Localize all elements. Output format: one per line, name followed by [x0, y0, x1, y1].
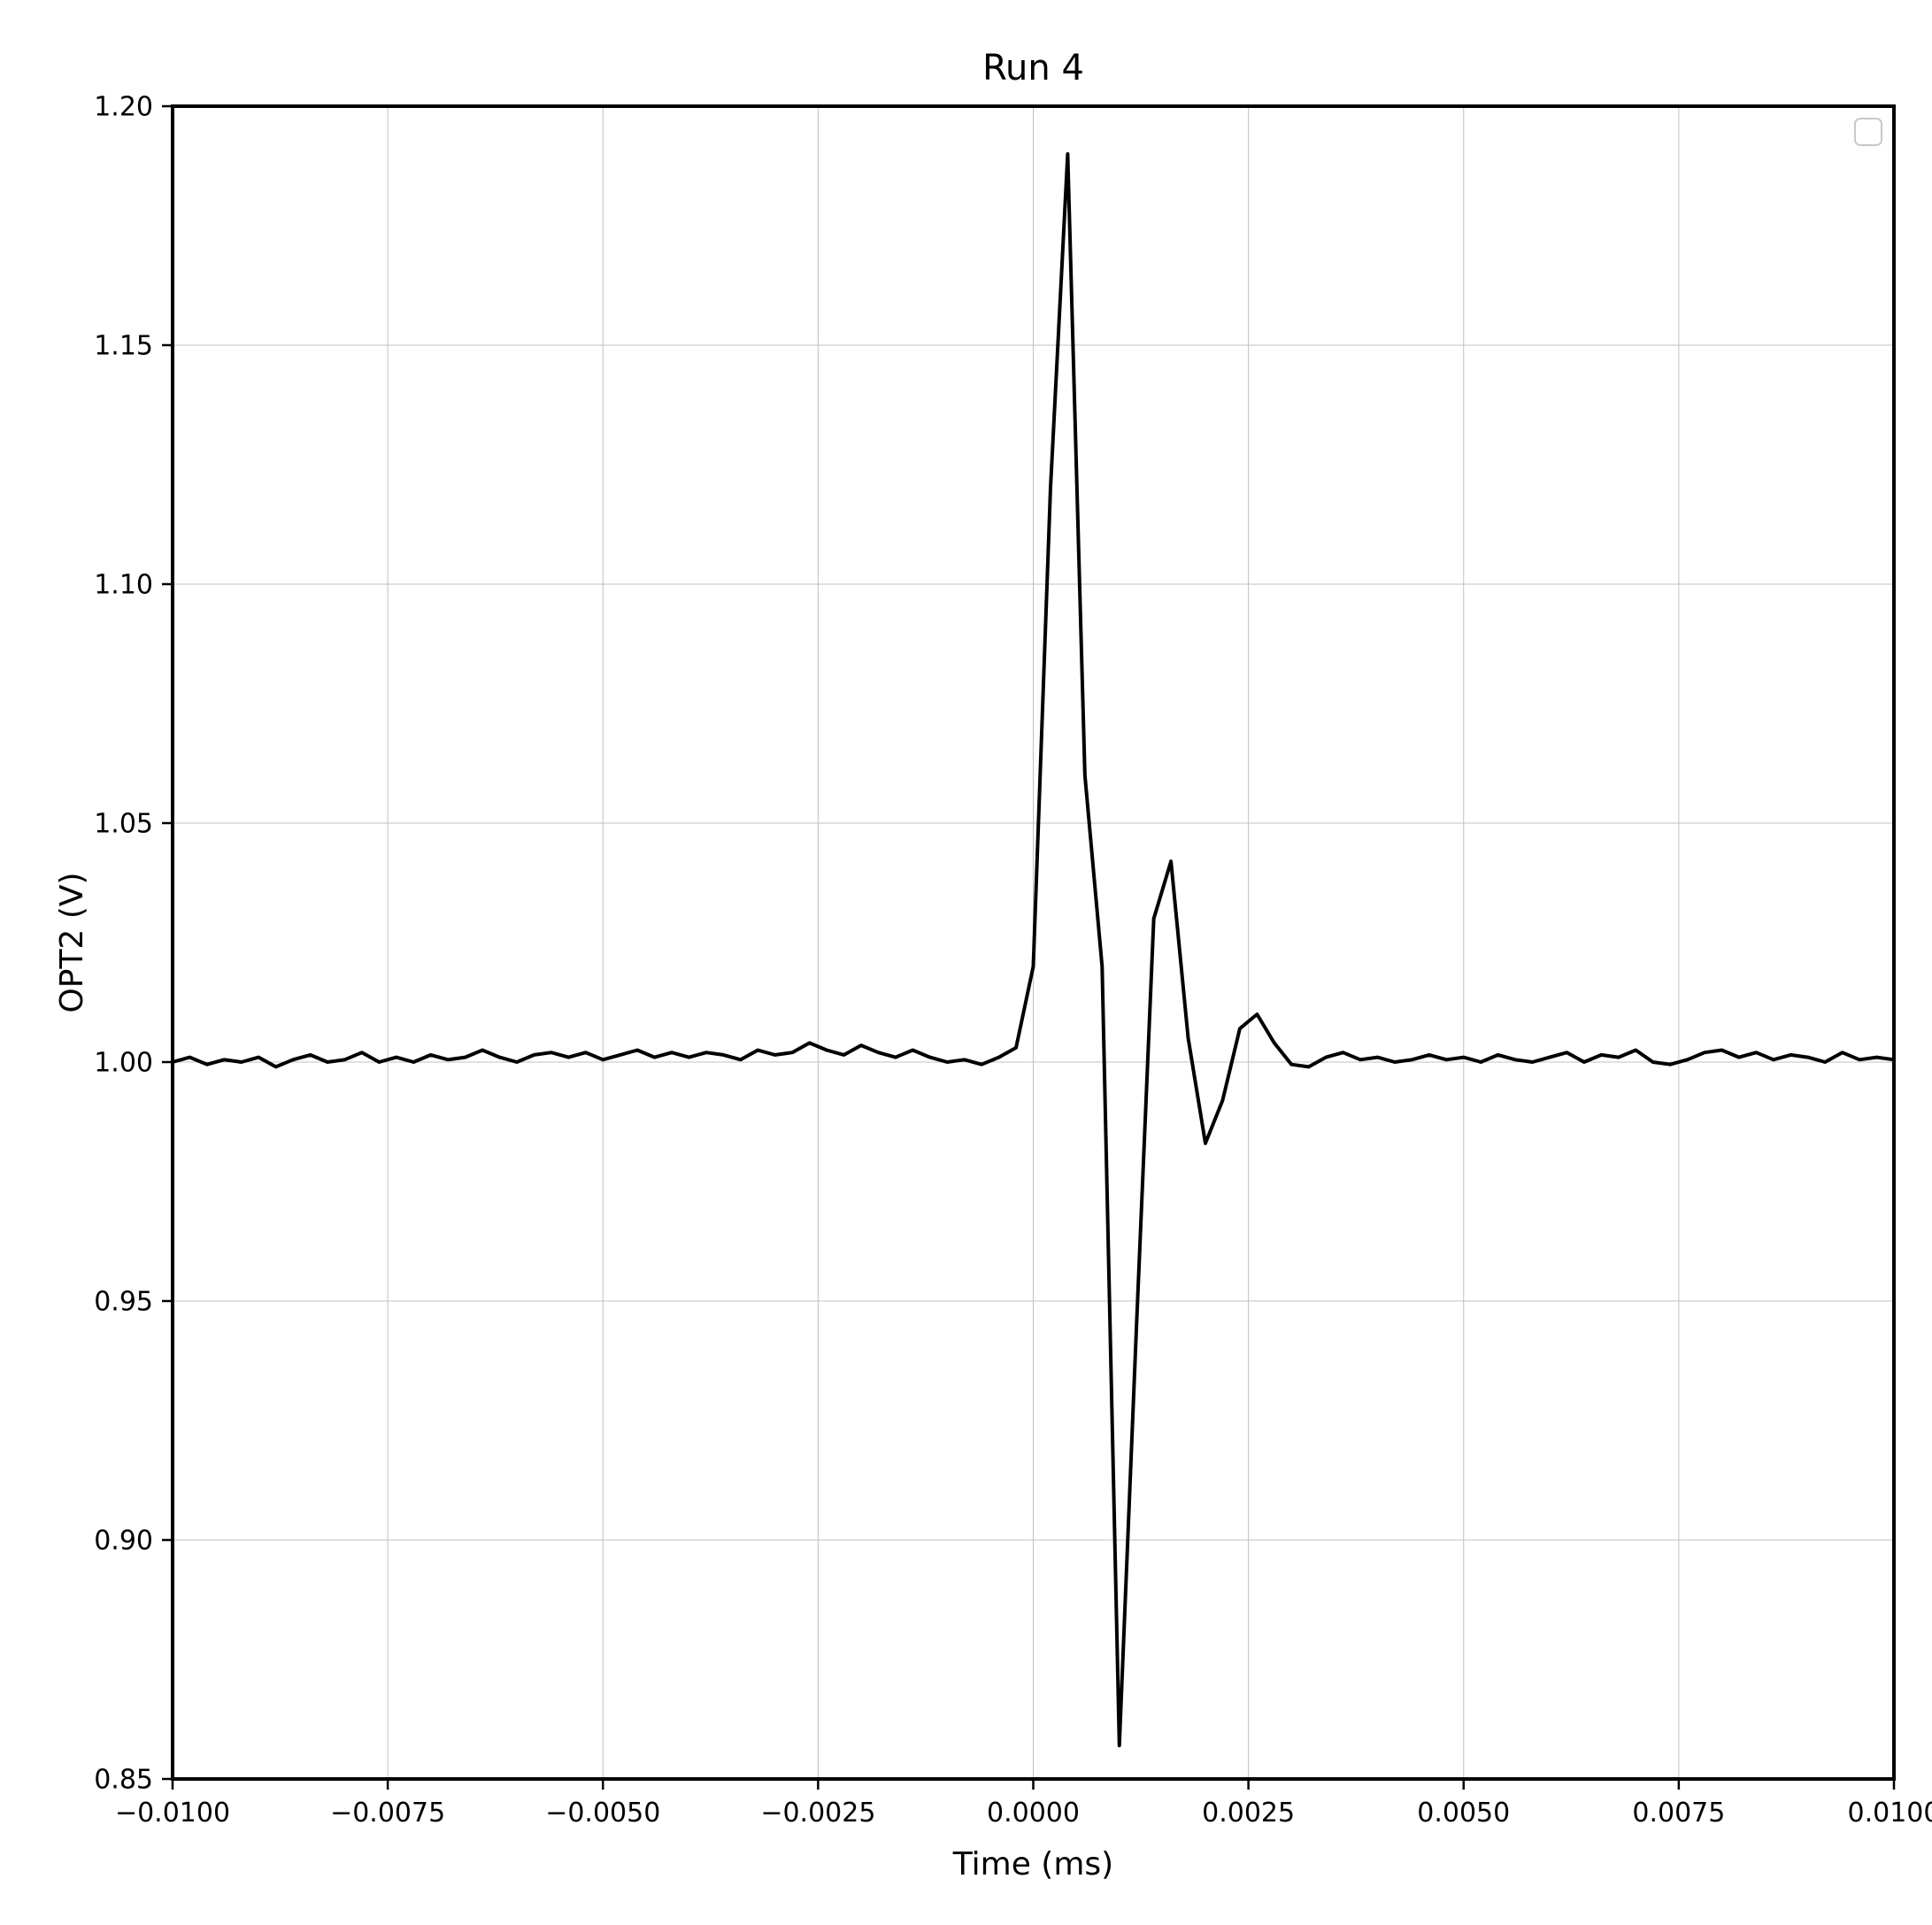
- xtick-label: 0.0100: [1848, 1798, 1932, 1829]
- ytick-label: 0.85: [94, 1765, 153, 1796]
- ytick-label: 1.00: [94, 1048, 153, 1079]
- xtick-label: −0.0025: [760, 1798, 875, 1829]
- xtick-label: 0.0000: [987, 1798, 1080, 1829]
- xtick-label: 0.0075: [1632, 1798, 1725, 1829]
- chart-title: Run 4: [982, 48, 1084, 89]
- ytick-label: 0.90: [94, 1526, 153, 1557]
- xtick-label: 0.0050: [1417, 1798, 1510, 1829]
- ytick-label: 0.95: [94, 1287, 153, 1318]
- y-axis-label: OPT2 (V): [54, 872, 90, 1013]
- ytick-label: 1.05: [94, 809, 153, 840]
- xtick-label: 0.0025: [1202, 1798, 1295, 1829]
- chart-background: [0, 0, 1932, 1925]
- legend-box: [1855, 119, 1882, 145]
- chart-container: −0.0100 −0.0075 −0.0050 −0.0025 0.0000 0.0025…: [0, 0, 1932, 1925]
- line-chart: −0.0100 −0.0075 −0.0050 −0.0025 0.0000 0.0025…: [0, 0, 1932, 1925]
- x-axis-label: Time (ms): [952, 1846, 1113, 1883]
- xtick-label: −0.0050: [545, 1798, 660, 1829]
- ytick-label: 1.10: [94, 570, 153, 601]
- ytick-label: 1.20: [94, 92, 153, 123]
- xtick-label: −0.0075: [330, 1798, 445, 1829]
- xtick-label: −0.0100: [115, 1798, 230, 1829]
- ytick-label: 1.15: [94, 331, 153, 362]
